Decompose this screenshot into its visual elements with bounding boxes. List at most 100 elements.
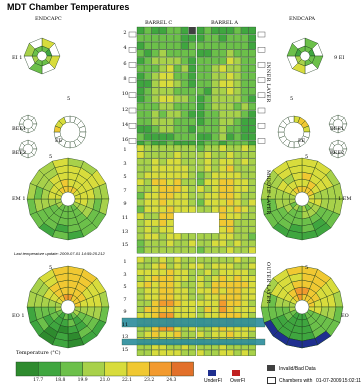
inner-barrel-c-cell [181,64,189,73]
inner-row-label: 16 [121,137,129,144]
inner-barrel-c-cell [181,26,189,35]
inner-barrel-a-cell [219,64,227,73]
inner-barrel-a-cell [226,26,234,35]
middle-barrel-c-cell [166,206,174,213]
outer-barrel-a-cell [241,331,249,338]
outer-barrel-a-cell [248,312,256,319]
bee1-right-ring [331,114,339,121]
outer-barrel-c-cell [173,331,182,338]
inner-barrel-c-cell [136,125,145,133]
inner-barrel-c-cell [159,133,167,141]
em-right-sector [286,157,303,168]
middle-barrel-c-cell [188,246,196,254]
middle-barrel-a-cell [241,185,249,193]
inner-barrel-c-cell [136,133,145,141]
inner-empty-chamber [257,92,266,99]
middle-barrel-a-cell [233,165,242,172]
middle-barrel-c-cell [181,158,189,166]
middle-barrel-a-cell [219,206,227,213]
inner-barrel-a-cell [211,34,219,42]
outer-barrel-c-cell [144,263,152,270]
outer-barrel-a-cell [204,281,212,288]
inner-barrel-a-cell [248,26,256,35]
outer-barrel-c-cell [151,275,159,282]
inner-barrel-a-cell [204,133,212,141]
outer-barrel-a-cell [219,256,227,263]
outer-barrel-a-cell [219,300,227,307]
outer-barrel-a-cell [248,263,256,270]
inner-barrel-a-cell [196,64,205,73]
middle-barrel-c-cell [144,226,152,234]
middle-barrel-a-cell [204,144,212,152]
ei-right-label: 9 EI [334,55,345,61]
inner-barrel-a-cell [204,125,212,133]
inner-barrel-a-cell [248,49,256,57]
inner-barrel-a-cell [211,95,219,103]
outer-barrel-a-cell [219,294,227,301]
inner-barrel-a-cell [233,95,242,103]
inner-barrel-c-cell [159,110,167,118]
outer-barrel-a-cell [241,269,249,276]
middle-barrel-a-cell [241,151,249,159]
inner-barrel-a-cell [204,80,212,88]
middle-barrel-c-cell [181,206,189,213]
middle-barrel-c-cell [173,178,182,186]
middle-barrel-a-cell [241,178,249,186]
middle-barrel-a-cell [211,240,219,247]
middle-barrel-c-cell [166,178,174,186]
outer-barrel-a-cell [248,269,256,276]
inner-barrel-c-cell [173,64,182,73]
inner-barrel-a-cell [204,72,212,80]
outer-barrel-a-cell [226,269,234,276]
middle-barrel-c-cell [136,199,145,206]
inner-barrel-c-cell [173,80,182,88]
inner-barrel-c-cell [151,42,159,50]
outer-barrel-a-cell [233,256,242,263]
middle-barrel-a-cell [248,206,256,213]
middle-barrel-c-cell [136,144,145,152]
inner-empty-chamber [128,107,137,114]
outer-barrel-a-cell [204,300,212,307]
outer-barrel-a-cell [204,331,212,338]
inner-barrel-a-cell [226,72,234,80]
inner-barrel-c-cell [159,57,167,65]
inner-empty-chamber [128,47,137,53]
outer-barrel-c-cell [173,281,182,288]
inner-barrel-c-cell [166,125,174,133]
middle-barrel-a-cell [241,144,249,152]
scale-tick-label: 23.2 [144,378,155,383]
outer-barrel-c-cell [144,269,152,276]
ei-right-inner-sector [297,45,306,53]
middle-row-label: 9 [123,201,127,208]
outer-barrel-c-cell [144,300,152,307]
middle-barrel-a-cell [211,172,219,179]
outer-barrel-a-cell [211,256,219,263]
inner-barrel-a-cell [204,26,212,35]
middle-barrel-c-cell [144,165,152,172]
inner-barrel-c-cell [144,34,152,42]
middle-barrel-c-cell [159,165,167,172]
outer-barrel-a-cell [219,312,227,319]
outer-barrel-c-cell [144,256,152,263]
outer-barrel-a-cell [241,300,249,307]
inner-barrel-c-cell [136,72,145,80]
outer-barrel-c-cell [136,300,145,307]
middle-barrel-c-cell [159,199,167,206]
inner-barrel-c-cell [159,95,167,103]
middle-barrel-c-cell [173,185,182,193]
middle-barrel-c-cell [151,206,159,213]
middle-barrel-a-cell [233,172,242,179]
outer-barrel-c-cell [166,294,174,301]
eo-right-sector [286,265,303,276]
inner-barrel-a-cell [196,125,205,133]
outer-barrel-c-cell [181,300,189,307]
inner-barrel-c-cell [166,80,174,88]
outer-barrel-a-cell [248,256,256,263]
inner-barrel-c-cell [151,26,159,35]
inner-row-label: 10 [121,91,129,98]
middle-barrel-c-cell [181,144,189,152]
outer-barrel-a-cell [248,306,256,313]
outer-barrel-c-cell [173,349,182,356]
inner-barrel-c-cell [136,34,145,42]
middle-barrel-c-cell [151,185,159,193]
